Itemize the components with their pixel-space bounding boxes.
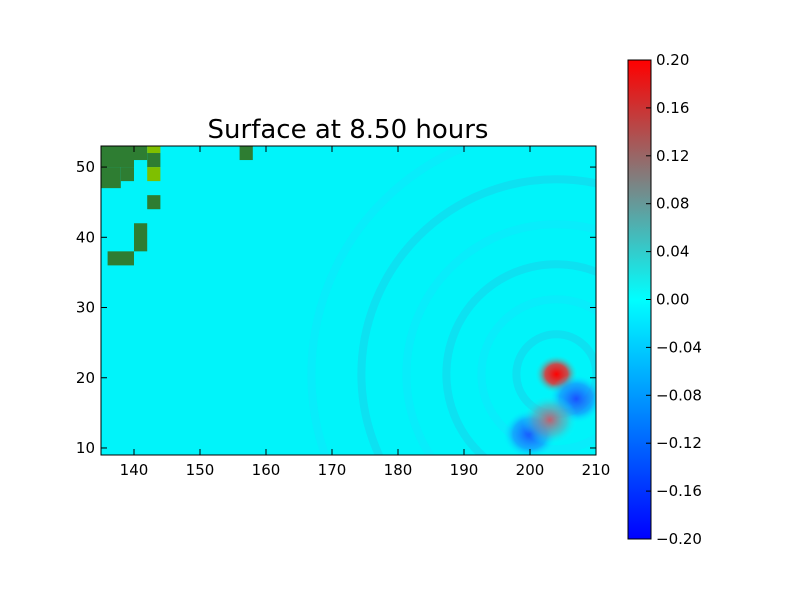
colorbar-tick-label: 0.20	[656, 51, 689, 69]
land-cell	[134, 146, 148, 161]
land-mask	[101, 146, 253, 266]
x-axis-ticks: 140 150 160 170 180 190 200 210	[120, 146, 611, 479]
colorbar-tick-label: 0.12	[656, 147, 689, 165]
colorbar-tick-label: 0.16	[656, 99, 689, 117]
land-cell	[147, 167, 161, 182]
x-tick-label: 160	[252, 461, 281, 479]
y-tick-label: 30	[76, 299, 95, 317]
land-cell	[134, 223, 148, 252]
y-tick-label: 10	[76, 439, 95, 457]
land-cell	[147, 195, 161, 210]
colorbar-tick-label: −0.08	[656, 386, 702, 404]
wave-ring	[477, 295, 596, 454]
plot-area	[101, 146, 596, 455]
x-tick-label: 200	[516, 461, 545, 479]
x-tick-label: 210	[582, 461, 611, 479]
x-tick-label: 140	[120, 461, 149, 479]
x-tick-label: 190	[450, 461, 479, 479]
wave-ring	[402, 220, 596, 455]
colorbar-tick-label: 0.08	[656, 195, 689, 213]
y-tick-label: 20	[76, 369, 95, 387]
land-cell	[239, 146, 253, 161]
chart-title: Surface at 8.50 hours	[208, 115, 489, 145]
land-cell	[120, 167, 134, 182]
land-cell	[101, 167, 121, 189]
x-tick-label: 150	[186, 461, 215, 479]
wave-pattern	[307, 146, 596, 455]
x-tick-label: 170	[318, 461, 347, 479]
wave-ring	[357, 175, 596, 455]
plot-frame	[100, 145, 597, 456]
colorbar-tick-label: −0.04	[656, 338, 702, 356]
land-cell	[101, 146, 134, 168]
positive-anomaly	[521, 394, 578, 446]
surface-features	[502, 354, 596, 455]
wave-ring	[307, 146, 480, 455]
y-axis-ticks: 10 20 30 40 50	[76, 158, 596, 457]
y-tick-label: 40	[76, 228, 95, 246]
colorbar-tick-label: 0.04	[656, 243, 689, 261]
surface-background	[101, 146, 596, 455]
colorbar-tick-label: −0.12	[656, 434, 702, 452]
y-tick-label: 50	[76, 158, 95, 176]
land-cell	[147, 146, 161, 154]
land-cell	[107, 251, 134, 266]
colorbar: 0.20 0.16 0.12 0.08 0.04 0.00 −0.04 −0.08 −0.12 −…	[627, 51, 702, 548]
x-tick-label: 180	[384, 461, 413, 479]
wave-ring	[442, 260, 596, 455]
colorbar-ticks: 0.20 0.16 0.12 0.08 0.04 0.00 −0.04 −0.08 −0.12 −…	[646, 51, 702, 548]
colorbar-tick-label: −0.20	[656, 530, 702, 548]
colorbar-tick-label: 0.00	[656, 291, 689, 309]
colorbar-tick-label: −0.16	[656, 482, 702, 500]
land-cell	[147, 153, 161, 168]
